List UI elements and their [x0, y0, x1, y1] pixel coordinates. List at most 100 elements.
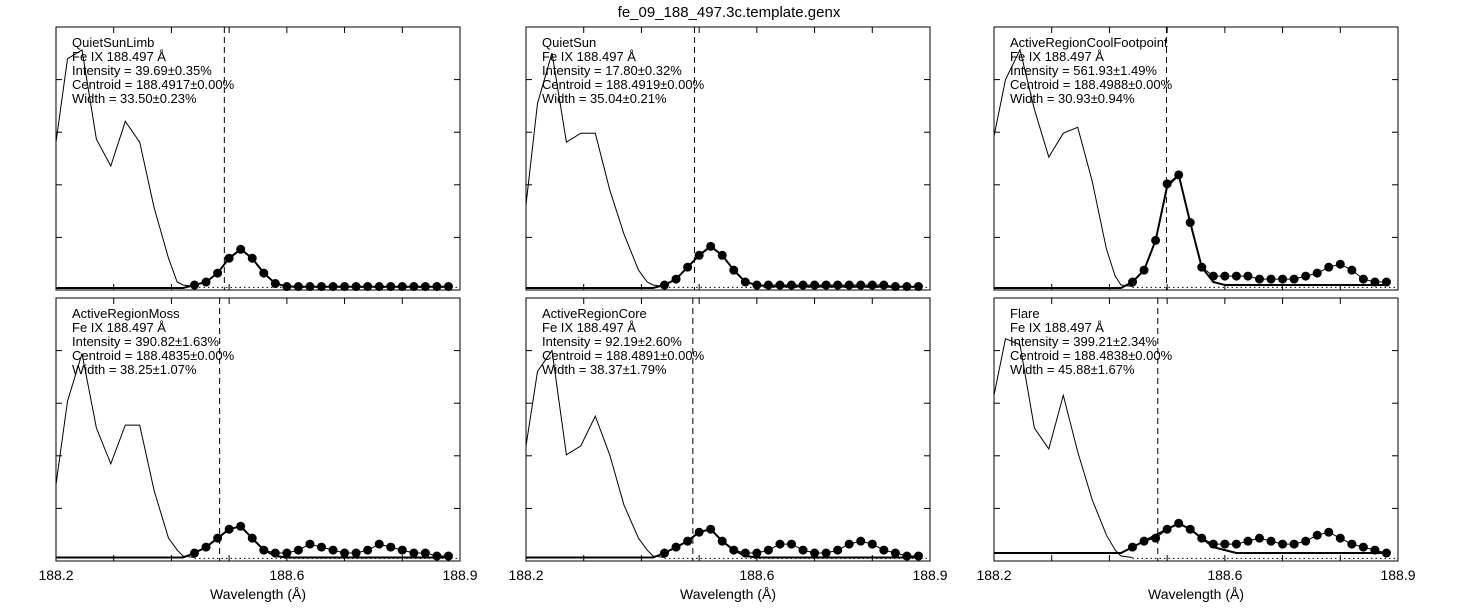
data-point: [386, 282, 396, 292]
annotation-line: Width = 45.88±1.67%: [1010, 362, 1135, 377]
data-point: [1358, 542, 1368, 552]
data-point: [1208, 271, 1218, 281]
annotation-line: Fe IX 188.497 Å: [542, 320, 636, 335]
data-point: [443, 551, 453, 561]
data-point: [810, 548, 820, 558]
data-point: [1289, 274, 1299, 284]
data-point: [763, 280, 773, 290]
data-point: [729, 545, 739, 555]
data-point: [821, 280, 831, 290]
data-point: [340, 548, 350, 558]
data-point: [844, 280, 854, 290]
data-point: [1335, 259, 1345, 269]
data-point: [752, 280, 762, 290]
figure-title: fe_09_188_497.3c.template.genx: [618, 4, 841, 21]
data-point: [660, 548, 670, 558]
annotation-line: Centroid = 188.4917±0.00%: [72, 77, 235, 92]
x-tick-label: 188.6: [269, 567, 304, 583]
annotation-line: Fe IX 188.497 Å: [542, 49, 636, 64]
data-point: [363, 282, 373, 292]
data-point: [890, 548, 900, 558]
annotation-line: Fe IX 188.497 Å: [72, 49, 166, 64]
data-point: [420, 548, 430, 558]
annotation-line: Intensity = 39.69±0.35%: [72, 63, 212, 78]
plot-frame: [993, 297, 1399, 562]
annotation-line: Width = 35.04±0.21%: [542, 91, 667, 106]
annotation-line: Width = 33.50±0.23%: [72, 91, 197, 106]
data-point: [1381, 277, 1391, 287]
reference-spectrum-line: [525, 52, 665, 287]
annotation-line: Fe IX 188.497 Å: [1010, 320, 1104, 335]
x-tick-label: 188.2: [976, 567, 1011, 583]
panel-title: ActiveRegionMoss: [72, 306, 180, 321]
data-point: [1231, 271, 1241, 281]
data-point: [224, 253, 234, 263]
data-point: [247, 253, 257, 263]
annotation-line: Fe IX 188.497 Å: [1010, 49, 1104, 64]
plot-frame: [993, 26, 1399, 291]
x-tick-label: 188.6: [739, 567, 774, 583]
data-point: [1254, 533, 1264, 543]
data-point: [397, 545, 407, 555]
data-point: [443, 282, 453, 292]
data-point: [316, 282, 326, 292]
data-point: [213, 533, 223, 543]
plot-frame: [525, 26, 931, 291]
data-point: [190, 548, 200, 558]
data-point: [409, 548, 419, 558]
annotation-line: Intensity = 17.80±0.32%: [542, 63, 682, 78]
data-point: [833, 280, 843, 290]
data-point: [810, 280, 820, 290]
data-point: [844, 539, 854, 549]
panel-title: Flare: [1010, 306, 1040, 321]
data-point: [717, 536, 727, 546]
data-point: [867, 280, 877, 290]
data-point: [856, 536, 866, 546]
data-point: [740, 548, 750, 558]
data-point: [270, 548, 280, 558]
data-point: [1301, 536, 1311, 546]
data-point: [694, 250, 704, 260]
reference-spectrum-line: [993, 338, 1133, 558]
data-point: [328, 545, 338, 555]
data-point: [270, 279, 280, 289]
annotation-line: Centroid = 188.4919±0.00%: [542, 77, 705, 92]
x-tick-label: 188.9: [1380, 567, 1415, 583]
data-point: [1243, 271, 1253, 281]
data-point: [786, 280, 796, 290]
data-point: [1174, 170, 1184, 180]
data-point: [247, 533, 257, 543]
data-point: [340, 282, 350, 292]
data-point: [717, 250, 727, 260]
annotation-line: Centroid = 188.4835±0.00%: [72, 348, 235, 363]
data-point: [282, 282, 292, 292]
reference-spectrum-line: [525, 349, 665, 558]
data-point: [660, 280, 670, 290]
data-point: [1381, 548, 1391, 558]
data-point: [879, 545, 889, 555]
annotation-line: Intensity = 399.21±2.34%: [1010, 334, 1157, 349]
x-tick-label: 188.9: [912, 567, 947, 583]
observed-line: [664, 245, 919, 287]
annotation-line: Centroid = 188.4988±0.00%: [1010, 77, 1173, 92]
data-point: [236, 521, 246, 531]
data-point: [890, 282, 900, 292]
panel-title: ActiveRegionCoolFootpoint: [1010, 35, 1168, 50]
data-point: [902, 282, 912, 292]
data-point: [316, 542, 326, 552]
data-point: [913, 282, 923, 292]
data-point: [351, 282, 361, 292]
data-point: [213, 268, 223, 278]
x-tick-label: 188.9: [442, 567, 477, 583]
data-point: [1185, 218, 1195, 228]
data-point: [420, 282, 430, 292]
data-point: [432, 282, 442, 292]
data-point: [821, 548, 831, 558]
panel-title: ActiveRegionCore: [542, 306, 647, 321]
data-point: [1335, 533, 1345, 543]
